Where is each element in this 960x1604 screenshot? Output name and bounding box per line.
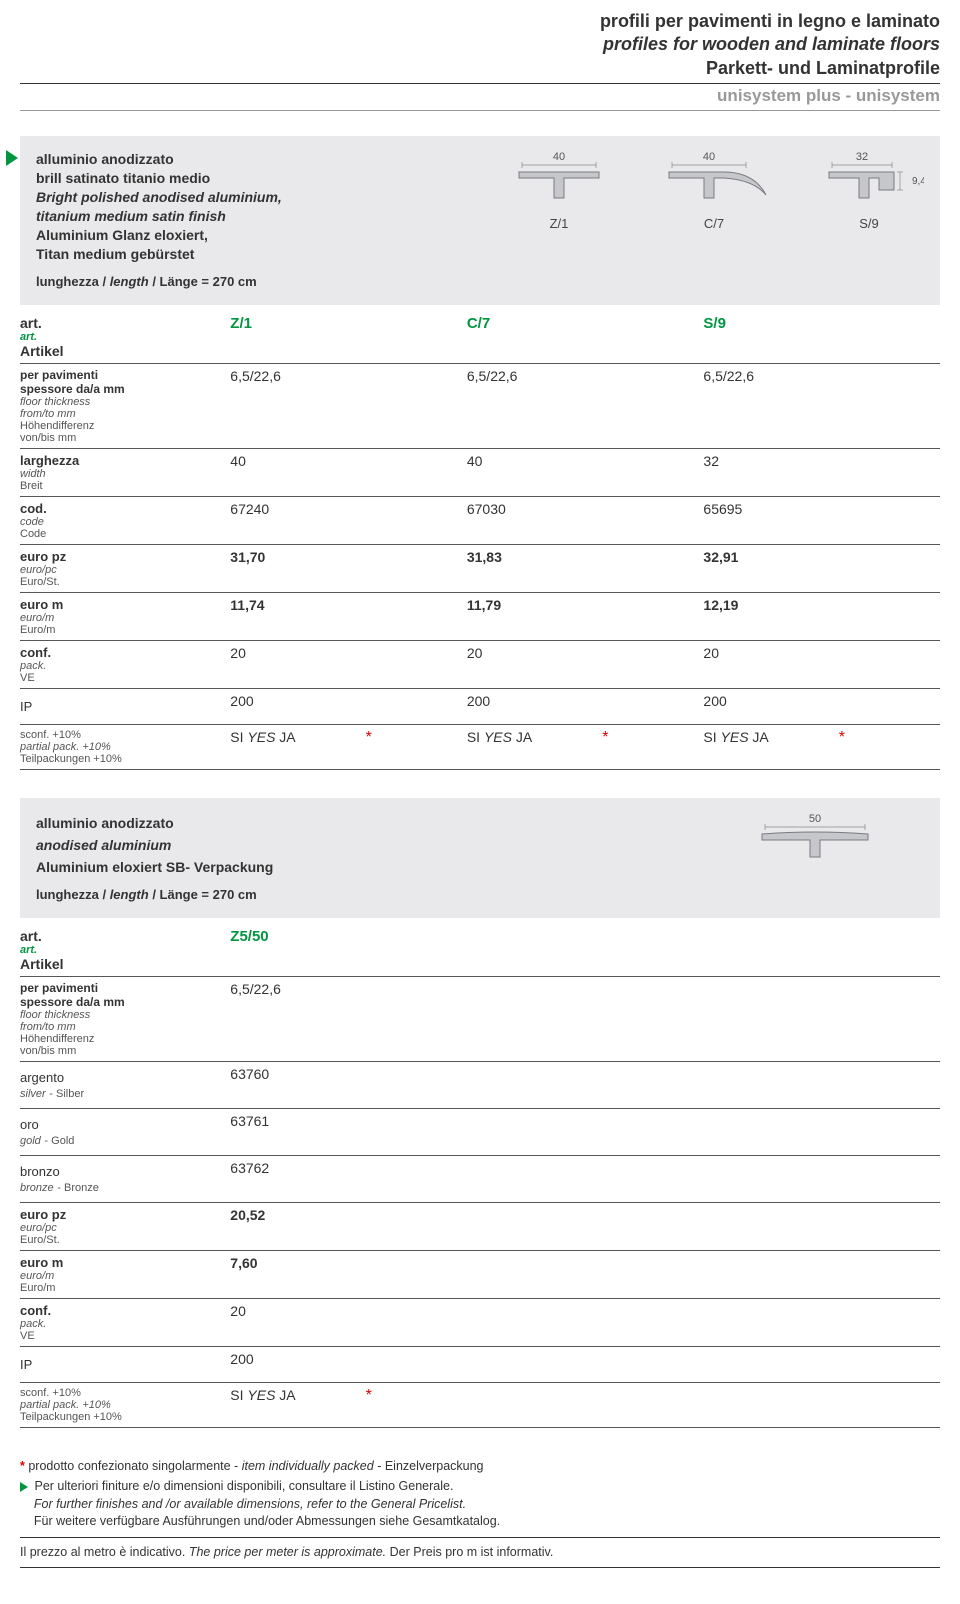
- footnote-asterisk: * prodotto confezionato singolarmente - …: [20, 1458, 940, 1476]
- table-row: bronzo bronze - Bronze 63762: [20, 1155, 940, 1202]
- asterisk-icon: *: [532, 729, 608, 746]
- page-title: profili per pavimenti in legno e laminat…: [20, 10, 940, 80]
- profile-s9: 32 9,4 S/9: [814, 150, 924, 231]
- length-label: lunghezza / length / Länge = 270 cm: [36, 887, 924, 902]
- table-row: IP 200: [20, 1346, 940, 1382]
- profile-diagrams: 40 Z/1 40 C/7 32: [504, 150, 924, 231]
- table-row: argento silver - Silber 63760: [20, 1061, 940, 1108]
- divider: [20, 83, 940, 84]
- profile-c7: 40 C/7: [654, 150, 774, 231]
- table-header-row: art. art. Artikel Z5/50: [20, 924, 940, 977]
- title-en: profiles for wooden and laminate floors: [603, 34, 940, 54]
- asterisk-icon: *: [296, 729, 372, 746]
- table-row: conf. pack. VE 20: [20, 1298, 940, 1346]
- asterisk-icon: *: [20, 1459, 25, 1473]
- triangle-marker-icon: [6, 150, 18, 166]
- product-section-2: alluminio anodizzato anodised aluminium …: [20, 798, 940, 918]
- table-row: oro gold - Gold 63761: [20, 1108, 940, 1155]
- svg-text:40: 40: [703, 151, 715, 163]
- table-row: larghezza width Breit 40 40 32: [20, 448, 940, 496]
- table-row: euro pz euro/pc Euro/St. 20,52: [20, 1202, 940, 1250]
- length-label: lunghezza / length / Länge = 270 cm: [36, 274, 924, 289]
- table-row: conf. pack. VE 20 20 20: [20, 640, 940, 688]
- page-header: profili per pavimenti in legno e laminat…: [20, 0, 940, 111]
- table-row: IP 200 200 200: [20, 688, 940, 724]
- data-table-1: art. art. Artikel Z/1 C/7 S/9 per pavime…: [20, 311, 940, 770]
- table-row: per pavimenti spessore da/a mm floor thi…: [20, 976, 940, 1061]
- footnote-info: Per ulteriori finiture e/o dimensioni di…: [20, 1478, 940, 1531]
- profile-z1-icon: 40: [504, 150, 614, 210]
- asterisk-icon: *: [769, 729, 845, 746]
- divider: [20, 110, 940, 111]
- svg-text:32: 32: [856, 151, 868, 163]
- divider: [20, 1537, 940, 1538]
- subtitle: unisystem plus - unisystem: [20, 86, 940, 110]
- asterisk-icon: *: [296, 1387, 372, 1404]
- triangle-marker-icon: [20, 1482, 28, 1492]
- data-table-2: art. art. Artikel Z5/50 per pavimenti sp…: [20, 924, 940, 1428]
- table-row: per pavimenti spessore da/a mm floor thi…: [20, 363, 940, 448]
- divider: [20, 1567, 940, 1568]
- table-row: euro pz euro/pc Euro/St. 31,70 31,83 32,…: [20, 544, 940, 592]
- svg-text:9,4: 9,4: [912, 176, 924, 187]
- title-it: profili per pavimenti in legno e laminat…: [600, 11, 940, 31]
- svg-text:50: 50: [809, 813, 821, 825]
- profile-z550-icon: 50: [750, 812, 880, 867]
- footnotes: * prodotto confezionato singolarmente - …: [20, 1458, 940, 1569]
- table-header-row: art. art. Artikel Z/1 C/7 S/9: [20, 311, 940, 364]
- title-de: Parkett- und Laminatprofile: [706, 58, 940, 78]
- profile-c7-icon: 40: [654, 150, 774, 210]
- svg-text:40: 40: [553, 151, 565, 163]
- footnote-price: Il prezzo al metro è indicativo. The pri…: [20, 1544, 940, 1562]
- profile-s9-icon: 32 9,4: [814, 150, 924, 210]
- profile-z1: 40 Z/1: [504, 150, 614, 231]
- product-section-1: alluminio anodizzato brill satinato tita…: [20, 136, 940, 304]
- table-row: euro m euro/m Euro/m 11,74 11,79 12,19: [20, 592, 940, 640]
- profile-z550: 50: [750, 812, 880, 870]
- table-row: cod. code Code 67240 67030 65695: [20, 496, 940, 544]
- table-row: euro m euro/m Euro/m 7,60: [20, 1250, 940, 1298]
- table-row: sconf. +10% partial pack. +10% Teilpacku…: [20, 724, 940, 769]
- table-row: sconf. +10% partial pack. +10% Teilpacku…: [20, 1382, 940, 1427]
